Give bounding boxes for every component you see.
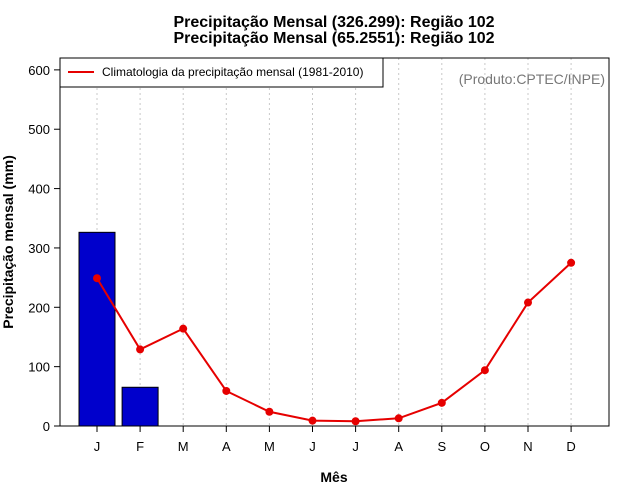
- climatology-point: [524, 298, 532, 307]
- climatology-point: [437, 398, 446, 407]
- climatology-point: [480, 366, 489, 375]
- x-tick-label: O: [480, 439, 490, 454]
- x-tick-label: M: [264, 439, 275, 454]
- x-tick-label: M: [178, 439, 189, 454]
- x-tick-label: J: [352, 439, 359, 454]
- plot-area-border: [59, 57, 610, 427]
- climatology-point: [308, 416, 317, 425]
- y-tick-label: 600: [28, 63, 50, 78]
- climatology-point: [222, 386, 231, 395]
- climatology-point: [265, 407, 274, 416]
- chart-title-line-2: Precipitação Mensal (65.2551): Região 10…: [173, 30, 494, 47]
- legend-box: [59, 57, 384, 88]
- x-tick-label: N: [523, 439, 532, 454]
- y-axis: 0 100 200 300 400 500 600: [28, 63, 60, 434]
- x-tick-label: J: [94, 439, 101, 454]
- climatology-point: [93, 274, 101, 283]
- line-series: [93, 258, 576, 426]
- y-tick-label: 0: [43, 419, 50, 434]
- x-axis-title: Mês: [320, 469, 347, 485]
- bar-f-2: [121, 386, 159, 427]
- x-tick-label: D: [566, 439, 575, 454]
- y-axis-title: Precipitação mensal (mm): [0, 155, 16, 329]
- y-tick-label: 500: [28, 122, 50, 137]
- legend-label-climatology: Climatologia da precipitação mensal (198…: [102, 65, 363, 79]
- y-tick-label: 100: [28, 360, 50, 375]
- y-tick-label: 200: [28, 300, 50, 315]
- x-tick-label: J: [309, 439, 316, 454]
- product-credit: (Produto:CPTEC/INPE): [459, 71, 605, 87]
- climatology-point: [136, 345, 145, 354]
- climatology-point: [567, 258, 576, 267]
- bar-series: [78, 231, 159, 427]
- chart-title-line-1: Precipitação Mensal (326.299): Região 10…: [173, 14, 494, 31]
- y-tick-label: 300: [28, 241, 50, 256]
- climatology-point: [394, 414, 403, 423]
- x-tick-label: S: [437, 439, 446, 454]
- x-tick-label: A: [222, 439, 231, 454]
- y-tick-label: 400: [28, 182, 50, 197]
- grid-lines: [96, 58, 572, 426]
- x-tick-label: A: [394, 439, 403, 454]
- legend: Climatologia da precipitação mensal (198…: [59, 57, 384, 88]
- x-tick-label: F: [136, 439, 144, 454]
- bar-j-1: [78, 231, 116, 427]
- climatology-point: [351, 417, 360, 426]
- climatology-point: [179, 324, 188, 333]
- climatology-line: [96, 262, 572, 423]
